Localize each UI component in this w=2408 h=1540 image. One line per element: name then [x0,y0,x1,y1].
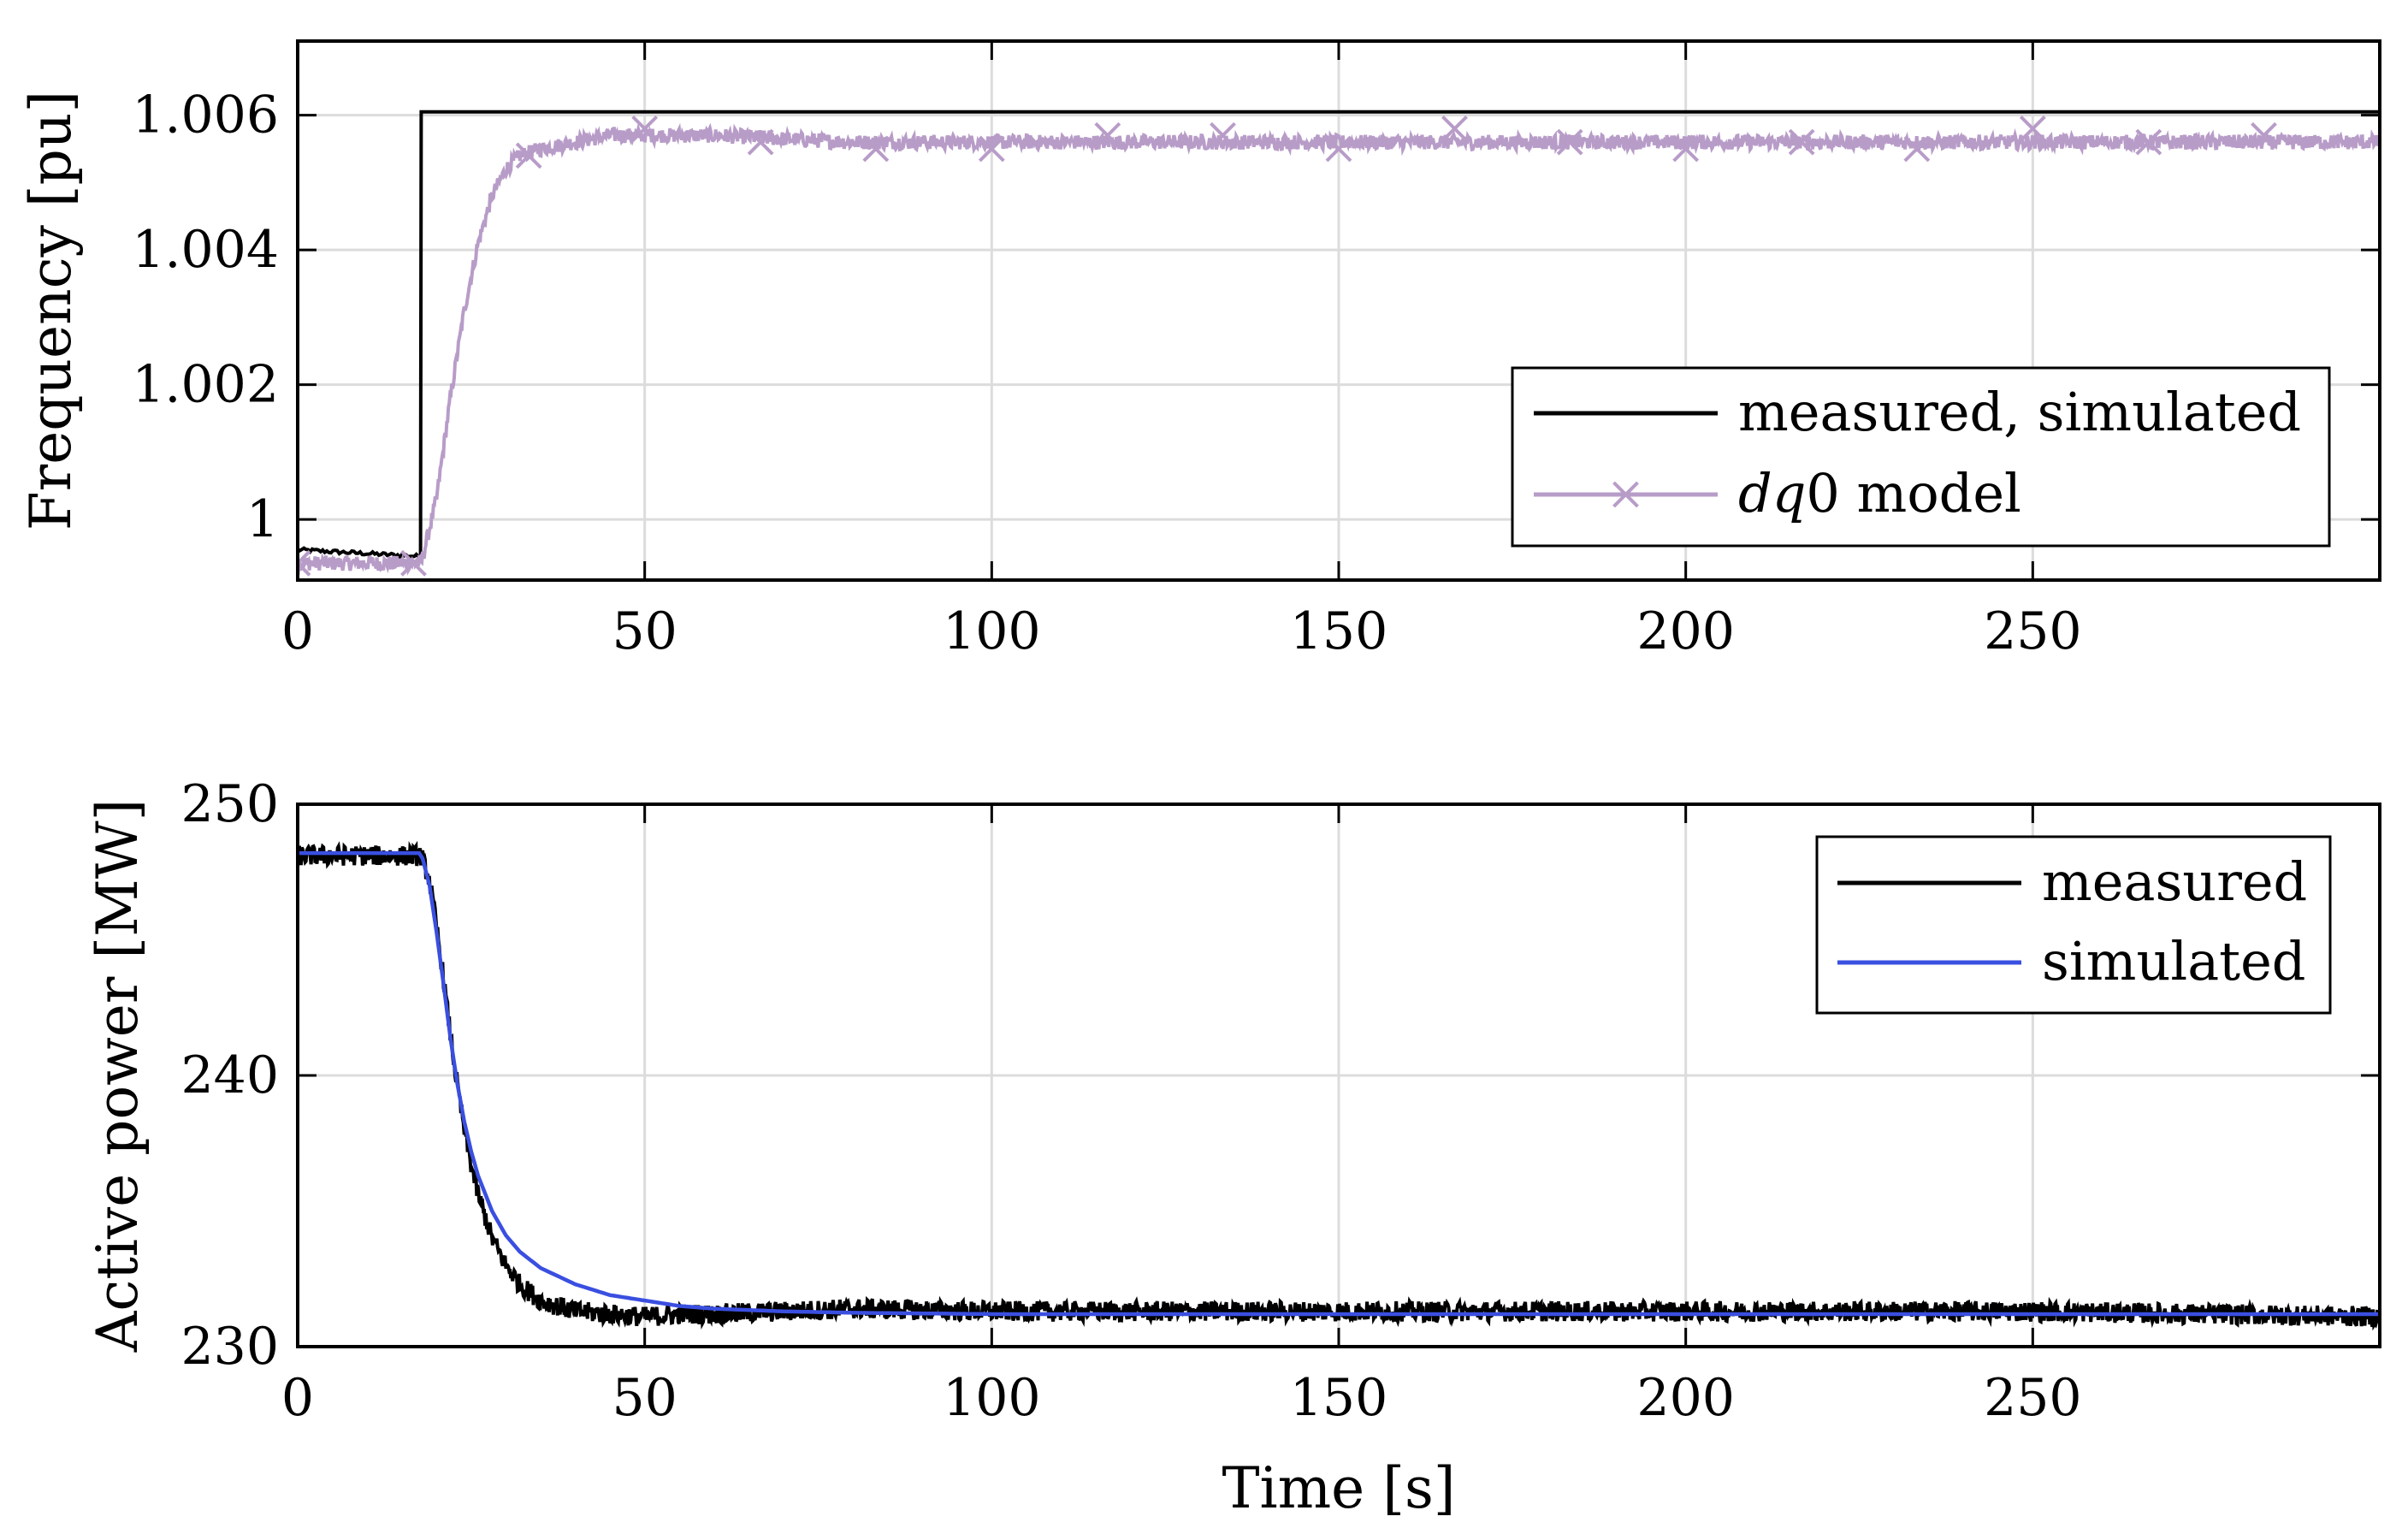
x-tick-label: 250 [1984,601,2082,661]
y-tick-label: 230 [180,1317,279,1377]
series-marker [2135,128,2162,156]
legend-box [1511,366,2331,548]
x-tick-label: 100 [943,1368,1041,1428]
y-tick-label: 250 [180,774,279,834]
y-tick-label: 1 [246,489,279,549]
series-marker [1441,115,1468,142]
series-marker [862,135,890,163]
x-tick-label: 0 [281,601,314,661]
x-tick-label: 250 [1984,1368,2082,1428]
y-axis-label: Frequency [pu] [18,91,84,530]
x-tick-label: 50 [612,601,677,661]
frequency-chart: 0 50 100 150 200 250 1 1.002 1.004 1.006 Frequency… [18,39,2381,661]
x-tick-label: 100 [943,601,1041,661]
x-axis-label: Time [s] [1222,1455,1455,1521]
legend: measured, simulated dq0 model [1511,366,2331,548]
y-axis-label: Active power [MW] [85,799,151,1353]
series-marker [1325,135,1352,163]
y-tick-label: 1.004 [132,220,279,280]
series-marker [978,135,1005,163]
series-marker [515,142,542,169]
legend-label: simulated [2042,930,2305,992]
legend-label: dq0 model [1738,462,2021,524]
series-marker [1788,128,1815,156]
series-marker [1094,121,1121,149]
legend-marker [1612,481,1639,508]
series-marker [2019,115,2046,142]
y-tick-label: 240 [180,1045,279,1105]
x-tick-label: 0 [281,1368,314,1428]
series-marker [400,549,427,577]
series-marker [1903,135,1931,163]
active-power-chart: 0 50 100 150 200 250 230 240 250 Active power [MW… [85,774,2381,1521]
series-marker [747,128,774,156]
legend-label: measured, simulated [1738,381,2301,443]
plot-area [298,840,2380,1331]
y-tick-label: 1.002 [132,355,279,415]
series-marker [298,549,311,577]
series-marker [1672,135,1700,163]
legend-box [1815,835,2332,1015]
x-tick-label: 50 [612,1368,677,1428]
plot-area [298,110,2380,577]
series-line-simulated [298,850,2380,1317]
series-line-dq0-model [298,122,2380,576]
series-marker [1556,128,1583,156]
x-tick-label: 150 [1290,601,1388,661]
x-tick-label: 200 [1636,601,1735,661]
legend-label: measured [2042,850,2307,913]
y-tick-label: 1.006 [132,86,279,145]
x-tick-label: 150 [1290,1368,1388,1428]
series-marker [631,115,659,142]
x-tick-label: 200 [1636,1368,1735,1428]
legend: measured simulated [1815,835,2332,1015]
series-marker [1210,121,1236,149]
series-marker [2251,121,2277,149]
series-line-measured-simulated [298,110,2380,562]
